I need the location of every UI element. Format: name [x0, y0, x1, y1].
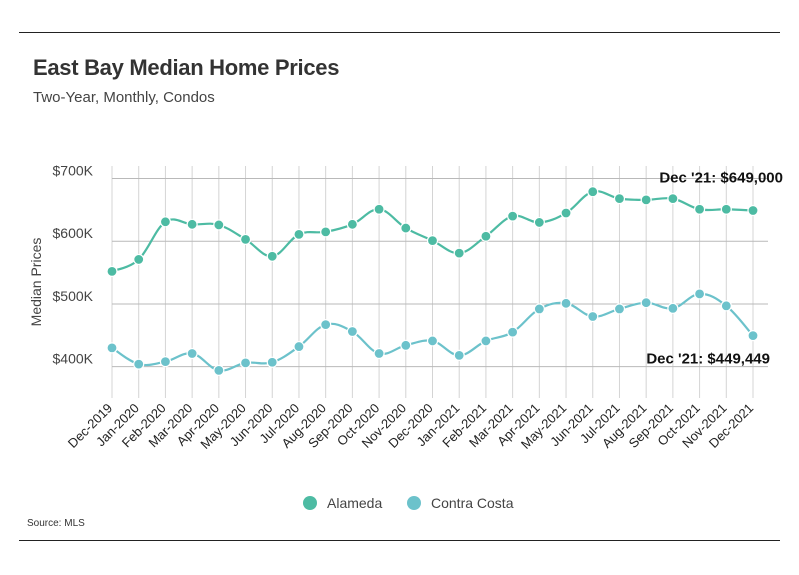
y-axis-label: Median Prices: [28, 238, 44, 327]
data-point: [159, 216, 172, 228]
data-point: [640, 297, 652, 309]
data-point: [480, 335, 492, 347]
data-point: [693, 203, 706, 215]
legend-label: Alameda: [327, 495, 382, 511]
annotations: Dec '21: $649,000 Dec '21: $449,449: [646, 170, 783, 368]
y-tick-label: $600K: [53, 225, 94, 241]
data-point: [373, 347, 385, 360]
data-point: [507, 326, 519, 338]
data-point: [346, 325, 358, 338]
data-point: [747, 204, 759, 217]
data-point: [747, 330, 759, 342]
data-point: [400, 339, 412, 351]
data-point: [587, 310, 599, 323]
data-point: [613, 303, 626, 315]
series-contra-costa: [106, 288, 759, 377]
data-point: [213, 364, 225, 377]
legend-label: Contra Costa: [431, 495, 514, 511]
x-axis-ticks: Dec-2019Jan-2020Feb-2020Mar-2020Apr-2020…: [65, 400, 756, 451]
source-note: Source: MLS: [27, 518, 85, 529]
y-tick-label: $400K: [53, 351, 94, 367]
data-point: [293, 228, 305, 240]
data-point: [213, 219, 225, 231]
data-point: [667, 193, 679, 205]
data-point: [293, 340, 305, 353]
data-point: [667, 302, 679, 314]
series-group: [106, 186, 759, 377]
data-point: [373, 203, 385, 215]
data-point: [693, 288, 706, 300]
data-point: [320, 226, 332, 238]
bottom-rule: [19, 540, 780, 541]
data-point: [239, 233, 252, 245]
chart-title: East Bay Median Home Prices: [33, 55, 340, 80]
legend-marker: [303, 496, 317, 510]
data-point: [133, 253, 145, 266]
y-axis-ticks: $400K $500K $600K $700K: [53, 163, 94, 367]
data-point: [266, 356, 278, 368]
data-point: [133, 358, 145, 370]
series-alameda: [106, 186, 759, 277]
data-point: [640, 194, 652, 206]
data-point: [106, 265, 118, 277]
data-point: [560, 207, 572, 219]
annotation-label: Dec '21: $649,000: [659, 170, 783, 187]
annotation-label: Dec '21: $449,449: [646, 351, 770, 368]
data-point: [346, 218, 358, 230]
data-point: [613, 193, 626, 205]
legend: Alameda Contra Costa: [303, 495, 514, 511]
data-point: [266, 250, 278, 262]
data-point: [239, 357, 252, 369]
data-point: [587, 186, 599, 198]
data-point: [507, 210, 519, 222]
data-point: [426, 235, 439, 247]
data-point: [480, 230, 492, 242]
y-tick-label: $500K: [53, 288, 94, 304]
data-point: [186, 218, 198, 230]
data-point: [159, 356, 172, 368]
data-point: [106, 342, 118, 354]
data-point: [720, 203, 732, 215]
data-point: [560, 297, 572, 309]
data-point: [533, 216, 545, 229]
data-point: [400, 222, 412, 234]
legend-marker: [407, 496, 421, 510]
data-point: [453, 247, 465, 259]
y-tick-label: $700K: [53, 163, 94, 179]
data-point: [426, 335, 439, 347]
top-rule: [19, 32, 780, 33]
chart-subtitle: Two-Year, Monthly, Condos: [33, 89, 215, 106]
data-point: [186, 347, 198, 360]
data-point: [453, 349, 465, 361]
data-point: [533, 303, 545, 315]
data-point: [720, 300, 732, 312]
data-point: [320, 319, 332, 331]
